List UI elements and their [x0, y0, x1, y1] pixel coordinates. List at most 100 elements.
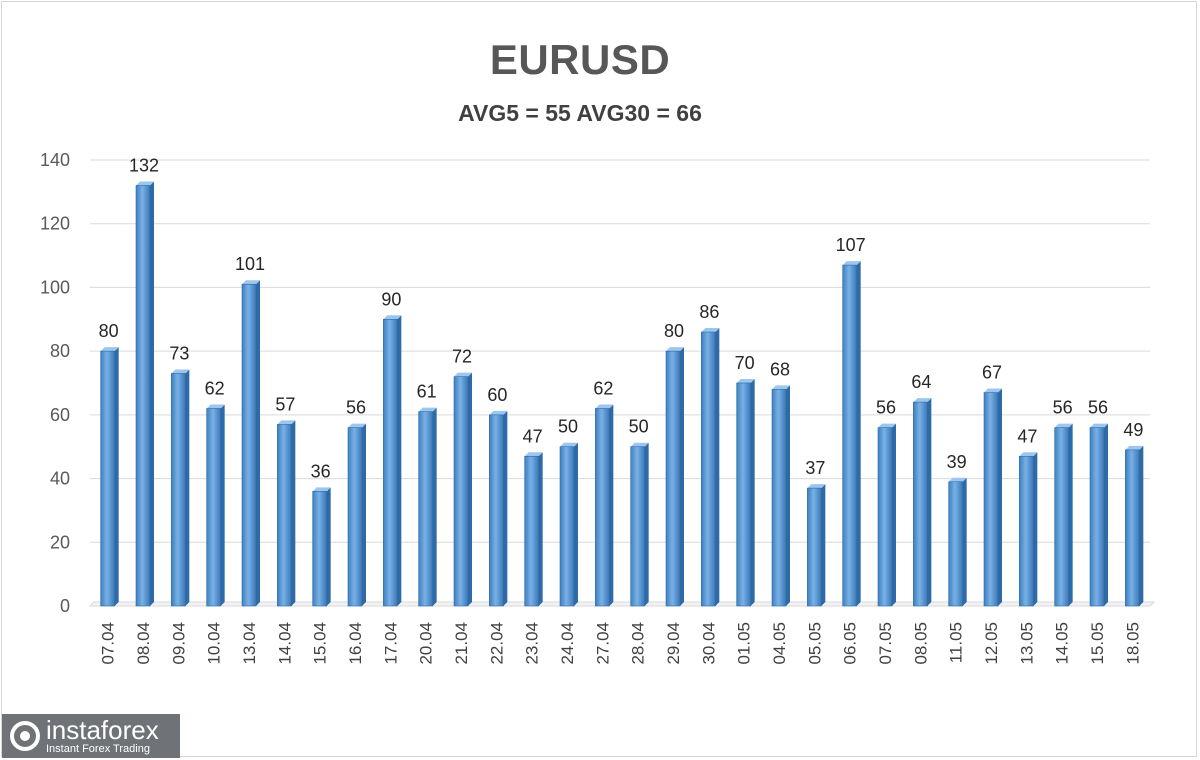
bar [1054, 423, 1073, 607]
bar [1019, 452, 1038, 607]
data-label: 68 [770, 359, 790, 379]
x-tick-label: 15.05 [1088, 622, 1107, 665]
x-tick-label: 05.05 [805, 622, 824, 665]
bar [877, 423, 896, 607]
x-tick-label: 30.04 [699, 622, 718, 665]
data-label: 50 [558, 417, 578, 437]
bar [559, 442, 578, 607]
x-tick-label: 16.04 [346, 622, 365, 665]
logo-name: instaforex [46, 715, 159, 745]
data-label: 107 [836, 235, 866, 255]
x-tick-label: 24.04 [558, 622, 577, 665]
bar [312, 487, 331, 607]
x-tick-label: 22.04 [487, 622, 506, 665]
data-label: 56 [876, 398, 896, 418]
bar [453, 372, 472, 607]
data-label: 67 [982, 363, 1002, 383]
y-tick-label: 60 [50, 405, 70, 425]
bar [842, 261, 861, 607]
x-tick-label: 12.05 [982, 622, 1001, 665]
x-tick-label: 17.04 [381, 622, 400, 665]
logo-tagline: Instant Forex Trading [46, 743, 150, 755]
bar [383, 315, 402, 607]
x-tick-label: 15.04 [311, 622, 330, 665]
x-tick-label: 01.05 [735, 622, 754, 665]
x-tick-label: 09.04 [169, 622, 188, 665]
data-label: 132 [129, 155, 159, 175]
data-labels: 80 132 73 62 101 57 36 56 90 61 72 60 47 50 62 50 80 86 70… [99, 155, 1144, 481]
data-label: 36 [311, 461, 331, 481]
x-tick-label: 06.05 [841, 622, 860, 665]
x-tick-label: 18.05 [1123, 622, 1142, 665]
data-label: 101 [235, 254, 265, 274]
data-label: 37 [805, 458, 825, 478]
y-tick-label: 120 [40, 214, 70, 234]
bars [100, 181, 1144, 607]
y-tick-label: 80 [50, 341, 70, 361]
bar [630, 442, 649, 607]
bar [948, 477, 967, 607]
bar [913, 398, 932, 607]
x-tick-label: 11.05 [947, 622, 966, 663]
x-tick-label: 07.05 [876, 622, 895, 665]
x-tick-label: 13.04 [240, 622, 259, 665]
y-tick-label: 0 [60, 596, 70, 616]
bar [595, 404, 614, 607]
bar [347, 423, 366, 607]
data-label: 56 [1088, 398, 1108, 418]
data-label: 47 [523, 426, 543, 446]
y-axis: 0 20 40 60 80 100 120 140 [40, 150, 70, 616]
bar [771, 385, 790, 607]
bar [665, 347, 684, 607]
data-label: 80 [664, 321, 684, 341]
x-tick-label: 14.04 [275, 622, 294, 665]
data-label: 86 [699, 302, 719, 322]
bar [983, 388, 1002, 607]
y-tick-label: 20 [50, 532, 70, 552]
bar [701, 328, 720, 607]
bar [807, 484, 826, 607]
data-label: 60 [487, 385, 507, 405]
x-tick-label: 29.04 [664, 622, 683, 665]
bar [736, 379, 755, 607]
bar [489, 410, 508, 607]
y-tick-label: 40 [50, 469, 70, 489]
bar [241, 280, 260, 607]
x-tick-label: 23.04 [523, 622, 542, 665]
bar [135, 181, 154, 607]
x-tick-label: 10.04 [205, 622, 224, 665]
data-label: 61 [417, 382, 437, 402]
data-label: 62 [593, 378, 613, 398]
data-label: 73 [169, 343, 189, 363]
data-label: 90 [381, 289, 401, 309]
chart-subtitle: AVG5 = 55 AVG30 = 66 [458, 100, 702, 126]
data-label: 50 [629, 417, 649, 437]
data-label: 56 [346, 398, 366, 418]
bar [100, 347, 119, 607]
data-label: 56 [1053, 398, 1073, 418]
x-tick-label: 28.04 [629, 622, 648, 665]
x-tick-label: 08.04 [134, 622, 153, 665]
x-tick-label: 13.05 [1017, 622, 1036, 665]
data-label: 62 [205, 378, 225, 398]
bar [418, 407, 437, 607]
x-tick-label: 14.05 [1053, 622, 1072, 665]
bar [277, 420, 296, 607]
bar [1089, 423, 1108, 607]
x-tick-label: 07.04 [99, 622, 118, 665]
data-label: 64 [911, 372, 931, 392]
bar [206, 404, 225, 607]
data-label: 57 [275, 394, 295, 414]
data-label: 49 [1123, 420, 1143, 440]
logo-gear-icon [10, 721, 40, 751]
data-label: 70 [735, 353, 755, 373]
x-tick-label: 27.04 [593, 622, 612, 665]
instaforex-logo: instaforex Instant Forex Trading [2, 714, 180, 758]
bar [171, 369, 190, 607]
data-label: 80 [99, 321, 119, 341]
data-label: 47 [1017, 426, 1037, 446]
y-tick-label: 100 [40, 277, 70, 297]
data-label: 72 [452, 347, 472, 367]
